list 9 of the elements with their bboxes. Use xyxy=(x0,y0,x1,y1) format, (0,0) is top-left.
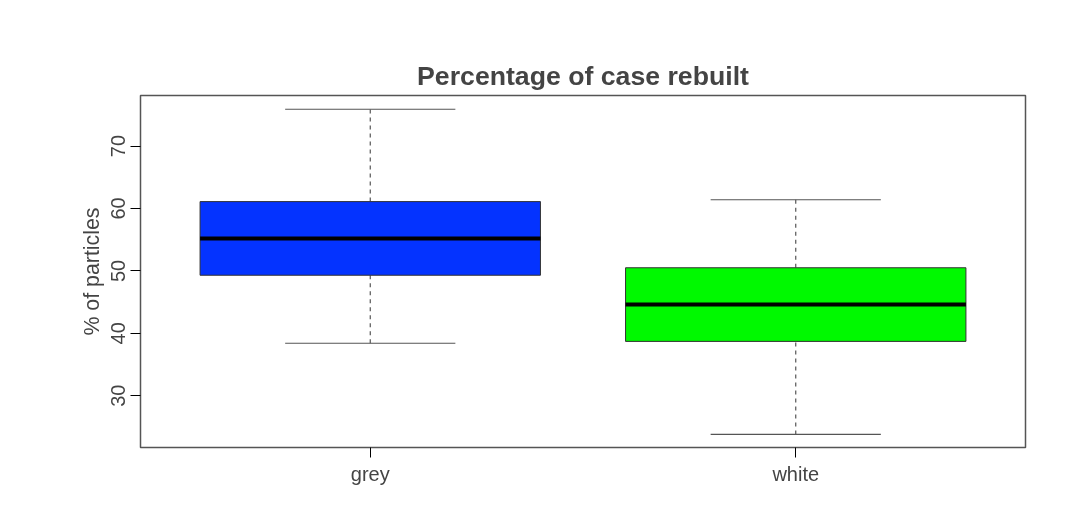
y-tick-label: 70 xyxy=(107,134,130,158)
y-tick-label: 50 xyxy=(107,259,130,282)
y-tick-label: 40 xyxy=(107,322,130,345)
y-tick-label: 60 xyxy=(107,197,130,220)
x-tick-label: white xyxy=(771,462,820,485)
y-axis-title: % of particles xyxy=(79,207,104,336)
chart-title: Percentage of case rebuilt xyxy=(417,60,750,91)
y-tick-label: 30 xyxy=(107,384,130,407)
x-tick-label: grey xyxy=(350,462,390,485)
